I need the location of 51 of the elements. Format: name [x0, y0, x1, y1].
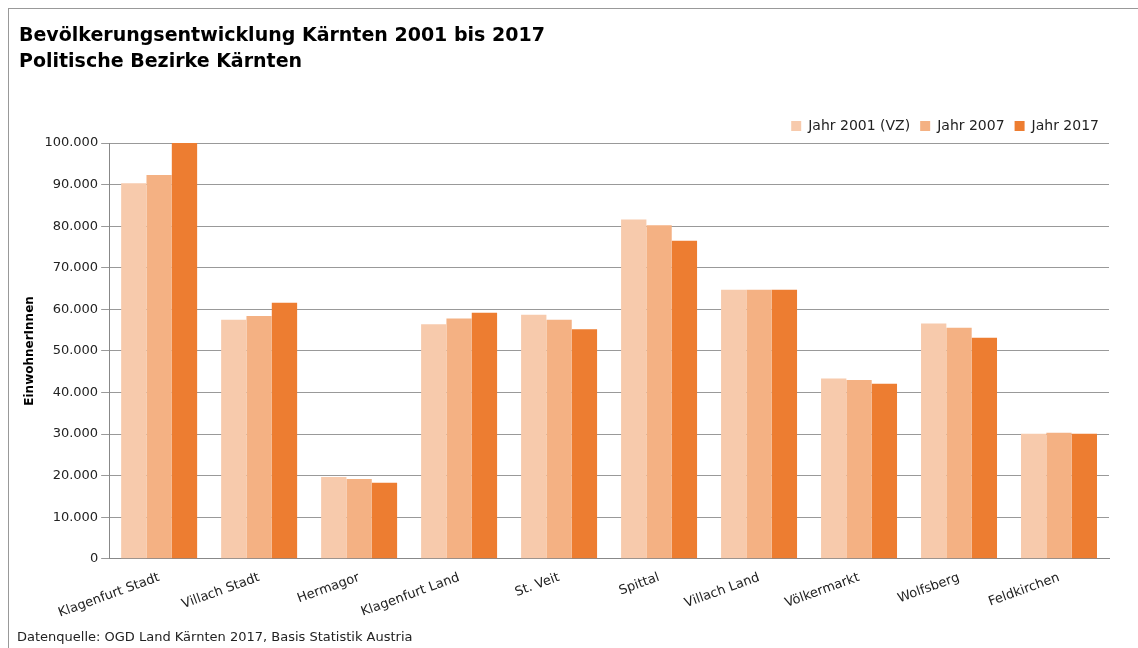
legend-label: Jahr 2007	[936, 116, 1005, 133]
bar	[421, 324, 447, 559]
y-tick-label: 10.000	[52, 508, 99, 524]
bar	[471, 312, 498, 559]
bar	[821, 378, 847, 559]
y-tick-label: 70.000	[52, 259, 99, 275]
bar	[871, 383, 898, 559]
bar	[546, 319, 572, 559]
bar	[221, 319, 247, 559]
bar	[146, 175, 172, 559]
bar	[846, 380, 872, 559]
bar	[946, 327, 972, 559]
bar	[671, 240, 698, 559]
bar	[371, 482, 398, 559]
bar	[921, 323, 947, 559]
bar	[521, 314, 547, 559]
bar	[571, 329, 598, 559]
bar	[171, 143, 198, 559]
bar	[346, 479, 372, 559]
y-tick-label: 0	[89, 550, 99, 566]
y-tick-label: 60.000	[52, 300, 99, 316]
y-tick-label: 40.000	[52, 383, 99, 399]
y-axis-title: EinwohnerInnen	[22, 296, 37, 406]
chart-title: Bevölkerungsentwicklung Kärnten 2001 bis 2017	[19, 22, 545, 47]
bar	[121, 183, 147, 559]
bar	[446, 318, 472, 559]
bar	[321, 476, 347, 559]
bar	[1071, 433, 1097, 559]
bar	[621, 219, 647, 559]
bar	[246, 316, 272, 559]
chart-subtitle: Politische Bezirke Kärnten	[19, 48, 304, 73]
bar	[771, 289, 798, 559]
y-tick-label: 20.000	[52, 467, 99, 483]
y-tick-label: 90.000	[52, 175, 99, 191]
y-tick-label: 100.000	[44, 134, 99, 150]
text: Datenquelle: OGD Land Kärnten 2017, Basis Statistik Austria	[17, 629, 413, 644]
bar	[971, 337, 998, 559]
bar	[1021, 433, 1047, 559]
y-tick-label: 30.000	[52, 425, 99, 441]
y-tick-label: 50.000	[52, 342, 99, 358]
x-tick-label: St. Veit	[512, 569, 562, 599]
bar	[646, 225, 672, 559]
legend-label: Jahr 2017	[1030, 116, 1100, 133]
x-tick-label: Villach Stadt	[179, 569, 262, 612]
y-tick-label: 80.000	[52, 217, 99, 233]
x-tick-label: Villach Land	[682, 569, 762, 611]
bar	[746, 289, 772, 559]
bar	[271, 302, 298, 559]
bar	[1046, 432, 1072, 559]
bar	[721, 289, 747, 559]
legend-label: Jahr 2001 (VZ)	[807, 116, 911, 133]
